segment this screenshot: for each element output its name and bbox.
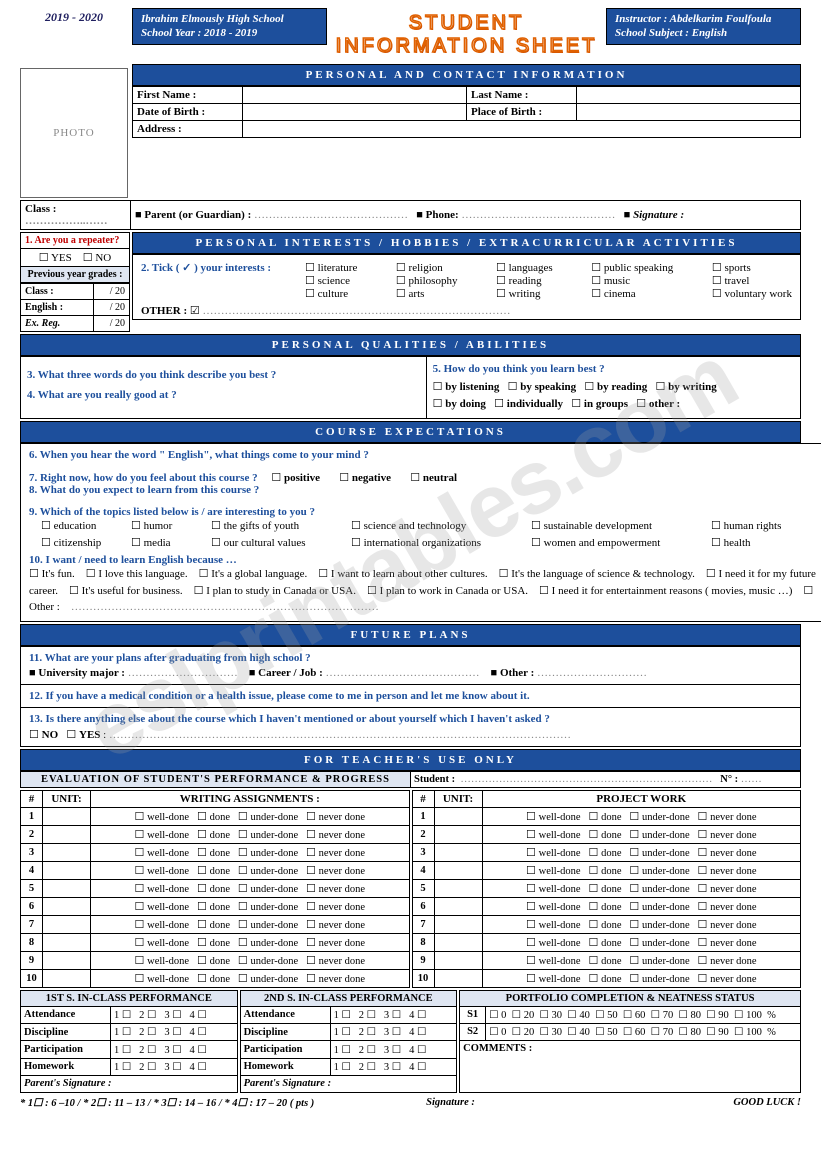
s1-options[interactable]: ☐ 0 ☐ 20 ☐ 30 ☐ 40 ☐ 50 ☐ 60 ☐ 70 ☐ 80 ☐… (486, 1006, 801, 1023)
sig-label: Signature : (426, 1097, 676, 1109)
portfolio-hdr: PORTFOLIO COMPLETION & NEATNESS STATUS (460, 990, 801, 1006)
grade-class-val[interactable]: / 20 (94, 284, 130, 300)
inclass2-table: 2ND S. IN-CLASS PERFORMANCE Attendance1 … (240, 990, 458, 1093)
section-teacher: FOR TEACHER'S USE ONLY (20, 749, 801, 771)
col-hash2: # (412, 790, 434, 807)
section-future: FUTURE PLANS (20, 624, 801, 646)
main-title: STUDENT INFORMATION SHEET (336, 12, 598, 57)
first-name-label: First Name : (133, 87, 243, 104)
q13: 13. Is there anything else about the cou… (29, 713, 792, 725)
personal-table: First Name : Last Name : Date of Birth :… (132, 86, 801, 138)
last-name-label: Last Name : (467, 87, 577, 104)
header-row: 2019 - 2020 Ibrahim Elmously High School… (20, 8, 801, 62)
student-name-field[interactable]: Student : ……………………………………………………………… N° : … (411, 771, 801, 787)
col-hash: # (21, 790, 43, 807)
q1: 1. Are you a repeater? (21, 233, 130, 249)
q9: 9. Which of the topics listed below is /… (29, 506, 821, 518)
parent-sig1[interactable]: Parent's Signature : (21, 1076, 238, 1092)
future-table: 11. What are your plans after graduating… (20, 646, 801, 747)
q3: 3. What three words do you think describ… (27, 369, 420, 381)
address-label: Address : (133, 121, 243, 138)
instructor-name: Instructor : Abdelkarim Foulfoula (615, 12, 792, 26)
q10: 10. I want / need to learn English becau… (29, 554, 821, 566)
school-year: School Year : 2018 - 2019 (141, 26, 318, 40)
grade-english-val[interactable]: / 20 (94, 300, 130, 316)
dob-label: Date of Birth : (133, 104, 243, 121)
learn-options[interactable]: by listening by speaking by reading by w… (433, 379, 794, 412)
q2: 2. Tick ( ✓ ) your interests : (141, 261, 291, 274)
qualities-table: 3. What three words do you think describ… (20, 356, 801, 419)
col-unit: UNIT: (43, 790, 91, 807)
good-luck: GOOD LUCK ! (676, 1097, 801, 1109)
section-personal: PERSONAL AND CONTACT INFORMATION (132, 64, 801, 86)
topics-options[interactable]: educationhumorthe gifts of youthscience … (29, 518, 821, 551)
q7-row[interactable]: 7. Right now, how do you feel about this… (29, 471, 821, 484)
photo-box: PHOTO (20, 68, 128, 198)
legend: * 1☐ : 6 –10 / * 2☐ : 11 – 13 / * 3☐ : 1… (20, 1097, 426, 1109)
q6: 6. When you hear the word " English", wh… (29, 449, 821, 461)
portfolio-table: PORTFOLIO COMPLETION & NEATNESS STATUS S… (459, 990, 801, 1093)
project-table: # UNIT: PROJECT WORK 1well-done done und… (412, 790, 802, 988)
instructor-info: Instructor : Abdelkarim Foulfoula School… (606, 8, 801, 45)
interests-table: 2. Tick ( ✓ ) your interests : literatur… (132, 254, 801, 320)
address-field[interactable] (243, 121, 801, 138)
school-name: Ibrahim Elmously High School (141, 12, 318, 26)
eval-header: EVALUATION OF STUDENT'S PERFORMANCE & PR… (21, 771, 411, 787)
subject: School Subject : English (615, 26, 792, 40)
col-writing: WRITING ASSIGNMENTS : (91, 790, 410, 807)
section-interests: PERSONAL INTERESTS / HOBBIES / EXTRACURR… (132, 232, 801, 254)
guardian-row: ■ Parent (or Guardian) : …………………………………… … (131, 201, 801, 230)
q5: 5. How do you think you learn best ? (433, 363, 794, 375)
plans-row[interactable]: ■ University major : ………………………… ■ Career… (29, 667, 792, 679)
q12: 12. If you have a medical condition or a… (29, 690, 792, 702)
col-project: PROJECT WORK (482, 790, 801, 807)
section-course: COURSE EXPECTATIONS (20, 421, 801, 443)
inclass1-table: 1ST S. IN-CLASS PERFORMANCE Attendance1 … (20, 990, 238, 1093)
inclass1-hdr: 1ST S. IN-CLASS PERFORMANCE (21, 990, 238, 1006)
first-name-field[interactable] (243, 87, 467, 104)
comments-box[interactable]: COMMENTS : (460, 1040, 801, 1092)
section-qualities: PERSONAL QUALITIES / ABILITIES (20, 334, 801, 356)
last-name-field[interactable] (577, 87, 801, 104)
parent-sig2[interactable]: Parent's Signature : (240, 1076, 457, 1092)
eval-header-table: EVALUATION OF STUDENT'S PERFORMANCE & PR… (20, 771, 801, 788)
pob-field[interactable] (577, 104, 801, 121)
s1-label: S1 (460, 1006, 486, 1023)
prev-grades-label: Previous year grades : (21, 267, 130, 283)
interests-cols[interactable]: literaturescienceculturereligionphilosop… (305, 261, 792, 300)
school-info: Ibrahim Elmously High School School Year… (132, 8, 327, 45)
other-interest[interactable]: OTHER : ………………………………………………………………………… (141, 304, 792, 317)
grade-exreg-val[interactable]: / 20 (94, 316, 130, 332)
footer: * 1☐ : 6 –10 / * 2☐ : 11 – 13 / * 3☐ : 1… (20, 1093, 801, 1109)
pob-label: Place of Birth : (467, 104, 577, 121)
class-row-table: Class : ……………..…… ■ Parent (or Guardian)… (20, 200, 801, 230)
grade-exreg: Ex. Reg. (21, 316, 94, 332)
repeater-options[interactable]: YES NO (21, 249, 130, 267)
repeater-table: 1. Are you a repeater? YES NO Previous y… (20, 232, 130, 283)
course-table: 6. When you hear the word " English", wh… (20, 443, 821, 622)
q8: 8. What do you expect to learn from this… (29, 484, 821, 496)
s2-options[interactable]: ☐ 0 ☐ 20 ☐ 30 ☐ 40 ☐ 50 ☐ 60 ☐ 70 ☐ 80 ☐… (486, 1023, 801, 1040)
title-cell: STUDENT INFORMATION SHEET (331, 8, 602, 62)
class-label: Class : ……………..…… (21, 201, 131, 230)
inclass2-hdr: 2ND S. IN-CLASS PERFORMANCE (240, 990, 457, 1006)
reasons-options[interactable]: It's fun. I love this language. It's a g… (29, 566, 821, 616)
col-unit2: UNIT: (434, 790, 482, 807)
s2-label: S2 (460, 1023, 486, 1040)
dob-field[interactable] (243, 104, 467, 121)
grade-class: Class : (21, 284, 94, 300)
q13-options[interactable]: NO YES : …………………………………………………………………………………… (29, 728, 792, 741)
q11: 11. What are your plans after graduating… (29, 652, 792, 664)
q4: 4. What are you really good at ? (27, 389, 420, 401)
grade-english: English : (21, 300, 94, 316)
grades-table: Class :/ 20 English :/ 20 Ex. Reg./ 20 (20, 283, 130, 332)
writing-table: # UNIT: WRITING ASSIGNMENTS : 1well-done… (20, 790, 410, 988)
year-range: 2019 - 2020 (20, 8, 128, 25)
